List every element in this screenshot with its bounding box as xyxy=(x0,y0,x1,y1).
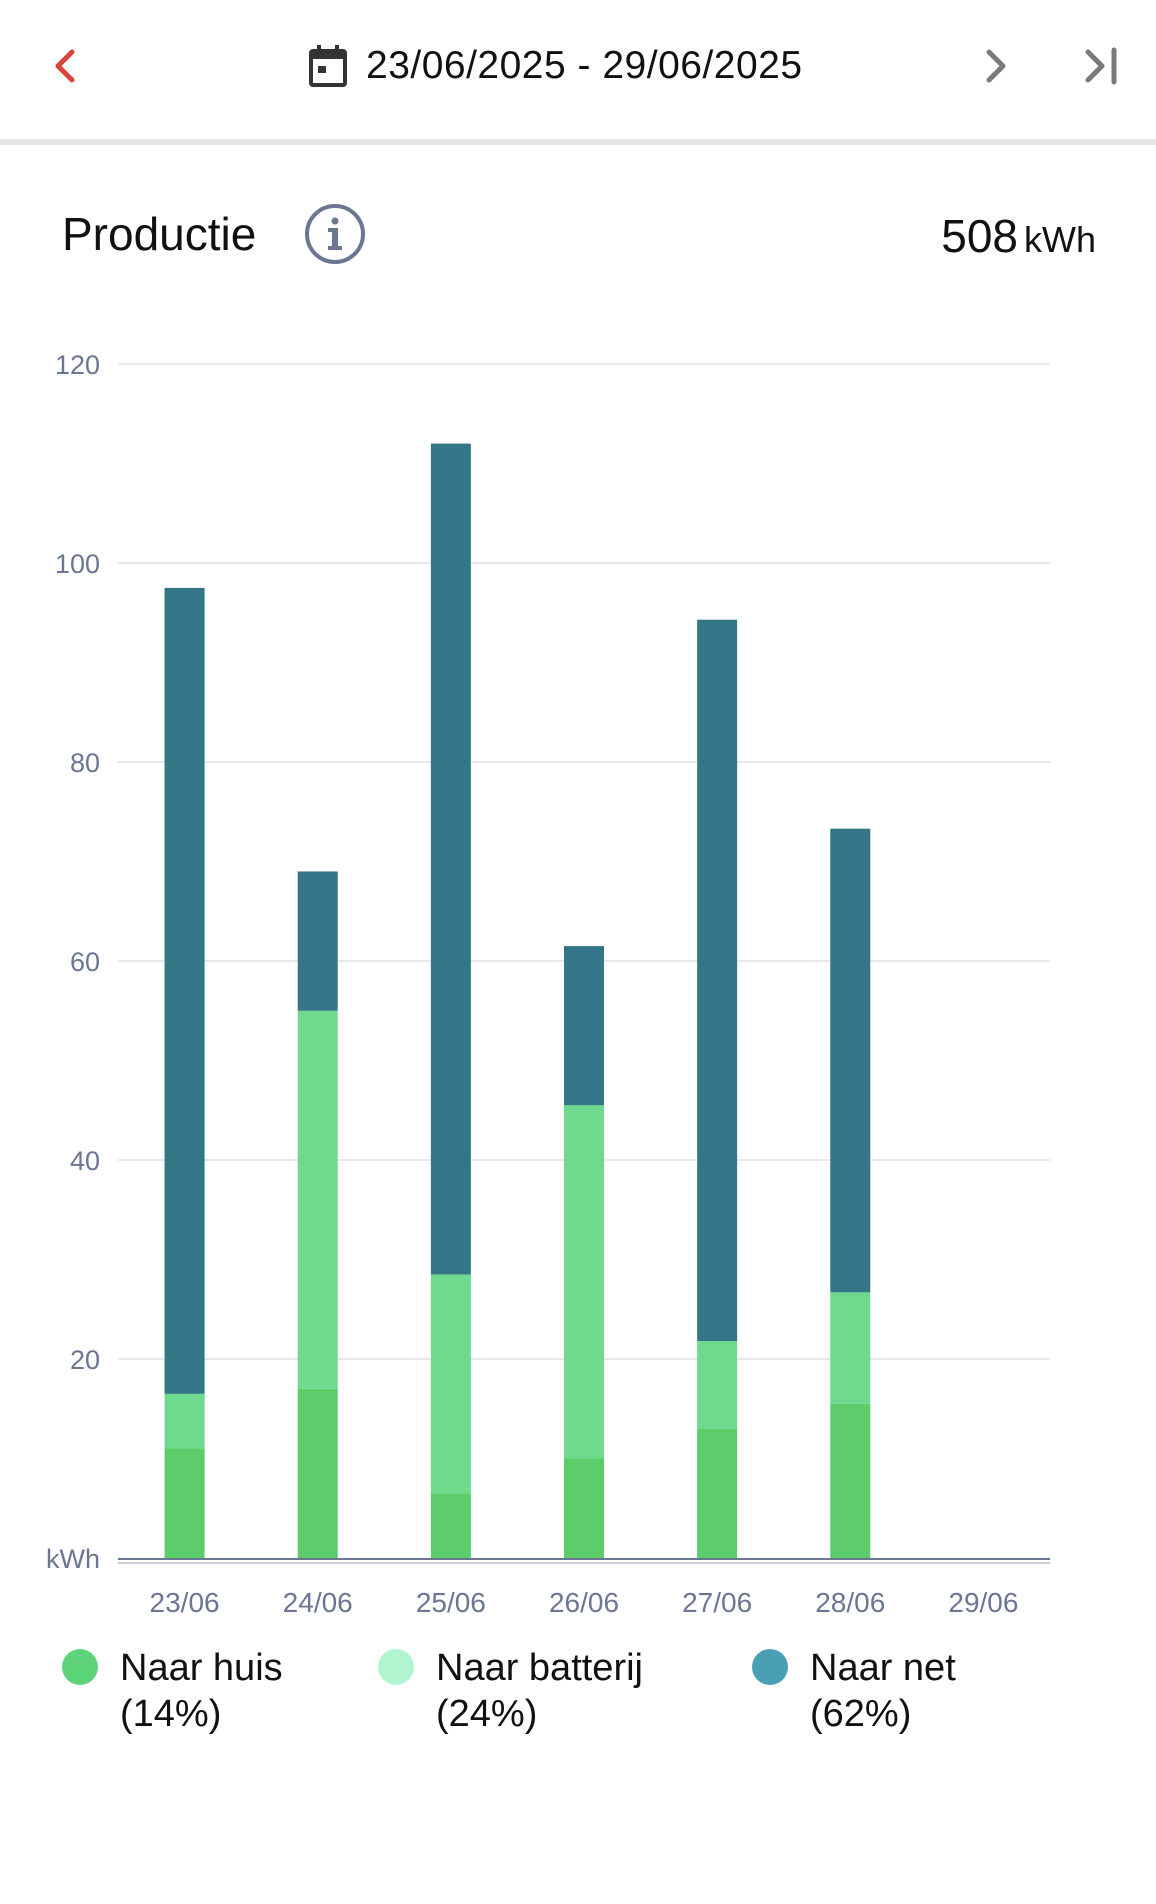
x-tick-label: 28/06 xyxy=(815,1587,885,1618)
legend-label: Naar huis (14%) xyxy=(120,1645,283,1737)
legend-dot-naar-huis xyxy=(62,1649,98,1685)
total-value: 508 xyxy=(941,210,1018,262)
y-tick-label: 40 xyxy=(70,1146,100,1176)
bar-segment xyxy=(830,1292,871,1404)
x-tick-label: 23/06 xyxy=(150,1587,220,1618)
section-header: Productie 508 kWh xyxy=(0,195,1156,275)
bar-segment xyxy=(430,1493,471,1558)
section-title: Productie xyxy=(62,208,257,260)
total-production: 508 kWh xyxy=(941,209,1096,263)
top-bar: 23/06/2025 - 29/06/2025 xyxy=(0,0,1156,145)
legend-dot-naar-net xyxy=(752,1649,788,1685)
chevron-right-icon xyxy=(986,49,1006,83)
calendar-icon xyxy=(309,45,347,87)
y-tick-label: 60 xyxy=(70,947,100,977)
bar-segment xyxy=(697,1341,738,1429)
y-tick-label: 20 xyxy=(70,1345,100,1375)
legend-percentage: (62%) xyxy=(810,1693,912,1735)
bar-segment xyxy=(164,1448,205,1558)
legend-name: Naar batterij xyxy=(436,1647,643,1689)
legend-percentage: (14%) xyxy=(120,1693,222,1735)
bar-segment xyxy=(697,1428,738,1558)
previous-period-button[interactable] xyxy=(36,36,96,96)
date-range-label: 23/06/2025 - 29/06/2025 xyxy=(366,44,803,87)
bar-segment xyxy=(297,1388,338,1558)
legend-dot-naar-batterij xyxy=(378,1649,414,1685)
legend-percentage: (24%) xyxy=(436,1693,538,1735)
info-icon xyxy=(305,204,365,264)
skip-to-end-icon xyxy=(1085,47,1117,85)
header-divider xyxy=(0,139,1156,145)
y-tick-label: 80 xyxy=(70,748,100,778)
production-bar-chart: 20 40 60 80 100 120 kWh 23/06 24/06 25/06 26/06 27/… xyxy=(46,350,1050,1618)
bar-segment xyxy=(430,443,471,1275)
bar-segment xyxy=(297,1010,338,1389)
x-tick-label: 26/06 xyxy=(549,1587,619,1618)
bar-segment xyxy=(164,1393,205,1449)
y-tick-label: 120 xyxy=(55,350,100,380)
bar-segment xyxy=(164,587,205,1394)
legend-name: Naar huis xyxy=(120,1647,283,1689)
x-tick-label: 25/06 xyxy=(416,1587,486,1618)
next-period-button[interactable] xyxy=(965,36,1025,96)
x-tick-label: 29/06 xyxy=(948,1587,1018,1618)
legend-name: Naar net xyxy=(810,1647,956,1689)
bar-segment xyxy=(830,1403,871,1558)
legend-item-naar-net: Naar net (62%) xyxy=(752,1645,956,1737)
bar-segment xyxy=(564,946,604,1106)
bar-segment xyxy=(697,619,738,1342)
x-tick-label: 24/06 xyxy=(283,1587,353,1618)
bar-segment xyxy=(830,828,871,1293)
legend-label: Naar net (62%) xyxy=(810,1645,956,1737)
last-period-button[interactable] xyxy=(1072,36,1132,96)
bar-segment xyxy=(297,871,338,1011)
y-tick-label: 100 xyxy=(55,549,100,579)
chart-legend: Naar huis (14%) Naar batterij (24%) Naar… xyxy=(0,1645,1156,1755)
bar-segment xyxy=(564,1458,604,1558)
bar-segment xyxy=(564,1105,604,1459)
production-chart: 20 40 60 80 100 120 kWh 23/06 24/06 25/06 26/06 27/… xyxy=(0,330,1156,1630)
x-tick-label: 27/06 xyxy=(682,1587,752,1618)
legend-item-naar-batterij: Naar batterij (24%) xyxy=(378,1645,643,1737)
legend-item-naar-huis: Naar huis (14%) xyxy=(62,1645,283,1737)
chevron-left-icon xyxy=(55,49,75,83)
legend-label: Naar batterij (24%) xyxy=(436,1645,643,1737)
date-range-picker[interactable]: 23/06/2025 - 29/06/2025 xyxy=(308,36,803,96)
bar-segment xyxy=(430,1274,471,1494)
total-unit: kWh xyxy=(1024,219,1096,260)
info-button[interactable] xyxy=(304,203,366,265)
y-axis-label: kWh xyxy=(46,1544,100,1574)
